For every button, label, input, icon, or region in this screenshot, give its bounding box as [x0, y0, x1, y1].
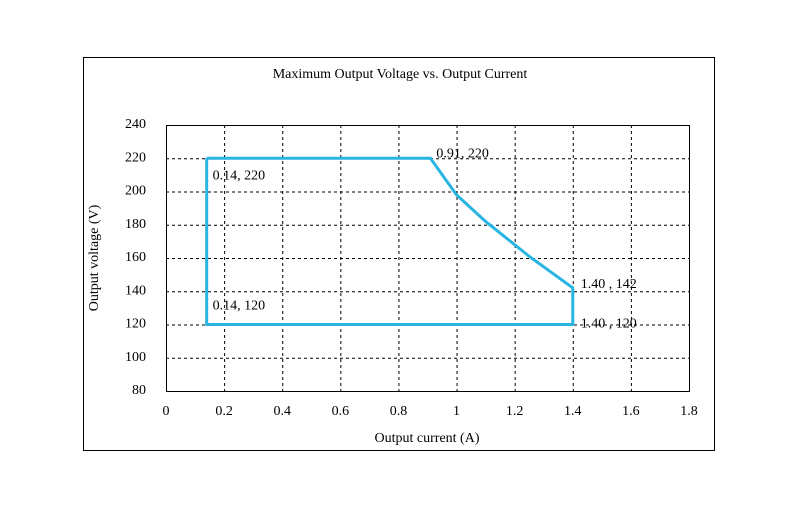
- x-tick-label: 0.2: [215, 404, 233, 419]
- y-tick-label: 220: [125, 150, 146, 165]
- x-axis-label: Output current (A): [375, 431, 480, 446]
- y-tick-label: 240: [125, 117, 146, 132]
- x-tick-label: 1.4: [564, 404, 582, 419]
- x-tick-label: 1.8: [680, 404, 698, 419]
- annotation: 1.40 , 120: [581, 317, 637, 332]
- x-tick-label: 1.6: [622, 404, 640, 419]
- y-axis-label: Output voltage (V): [87, 204, 102, 311]
- y-tick-label: 200: [125, 184, 146, 199]
- x-tick-label: 0: [163, 404, 170, 419]
- x-tick-label: 0.4: [273, 404, 291, 419]
- y-tick-label: 140: [125, 283, 146, 298]
- x-tick-label: 1.2: [506, 404, 524, 419]
- y-tick-label: 160: [125, 250, 146, 265]
- y-tick-label: 180: [125, 217, 146, 232]
- annotation: 0.14, 220: [213, 168, 266, 183]
- y-tick-label: 120: [125, 317, 146, 332]
- y-tick-label: 80: [132, 383, 146, 398]
- annotation: 0.14, 120: [213, 299, 266, 314]
- annotation: 1.40 , 142: [581, 277, 637, 292]
- annotation: 0.91, 220: [436, 146, 489, 161]
- x-tick-label: 1: [453, 404, 460, 419]
- chart-title: Maximum Output Voltage vs. Output Curren…: [273, 67, 528, 82]
- x-tick-label: 0.8: [390, 404, 408, 419]
- y-tick-label: 100: [125, 350, 146, 365]
- series-line: [205, 156, 575, 326]
- x-tick-label: 0.6: [332, 404, 350, 419]
